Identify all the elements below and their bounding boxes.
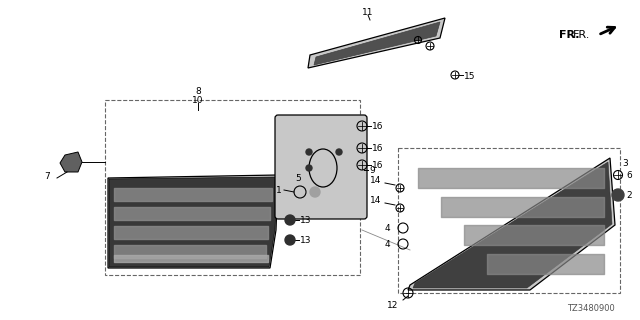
Text: FR.: FR.	[573, 30, 590, 40]
Text: 14: 14	[371, 196, 381, 204]
Text: 12: 12	[387, 300, 399, 309]
Bar	[105, 100, 360, 275]
Circle shape	[285, 215, 295, 225]
Text: 2: 2	[626, 190, 632, 199]
Text: 4: 4	[385, 239, 390, 249]
Text: FR.: FR.	[559, 30, 580, 40]
Polygon shape	[314, 22, 440, 65]
Text: 13: 13	[300, 236, 312, 244]
Text: 16: 16	[372, 143, 383, 153]
Circle shape	[612, 189, 624, 201]
Circle shape	[310, 187, 320, 197]
Text: 15: 15	[464, 71, 476, 81]
Text: 3: 3	[622, 158, 628, 167]
Text: 14: 14	[371, 175, 381, 185]
Text: 4: 4	[385, 223, 390, 233]
FancyBboxPatch shape	[275, 115, 367, 219]
Text: 8: 8	[195, 86, 201, 95]
Text: 1: 1	[276, 186, 282, 195]
Polygon shape	[408, 158, 615, 290]
Circle shape	[306, 165, 312, 171]
Text: 11: 11	[362, 7, 374, 17]
Text: 13: 13	[300, 215, 312, 225]
Polygon shape	[308, 18, 445, 68]
Polygon shape	[109, 177, 277, 267]
Circle shape	[306, 149, 312, 155]
Polygon shape	[108, 175, 278, 268]
Text: 16: 16	[372, 161, 383, 170]
Polygon shape	[60, 152, 82, 172]
Text: 7: 7	[44, 172, 50, 180]
Circle shape	[336, 149, 342, 155]
Bar	[398, 148, 620, 293]
Text: 16: 16	[372, 122, 383, 131]
Text: 9: 9	[369, 165, 375, 174]
Text: 6: 6	[626, 171, 632, 180]
Text: 5: 5	[295, 173, 301, 182]
Circle shape	[285, 235, 295, 245]
Polygon shape	[413, 162, 612, 288]
Text: TZ3480900: TZ3480900	[567, 304, 615, 313]
Text: 10: 10	[192, 95, 204, 105]
